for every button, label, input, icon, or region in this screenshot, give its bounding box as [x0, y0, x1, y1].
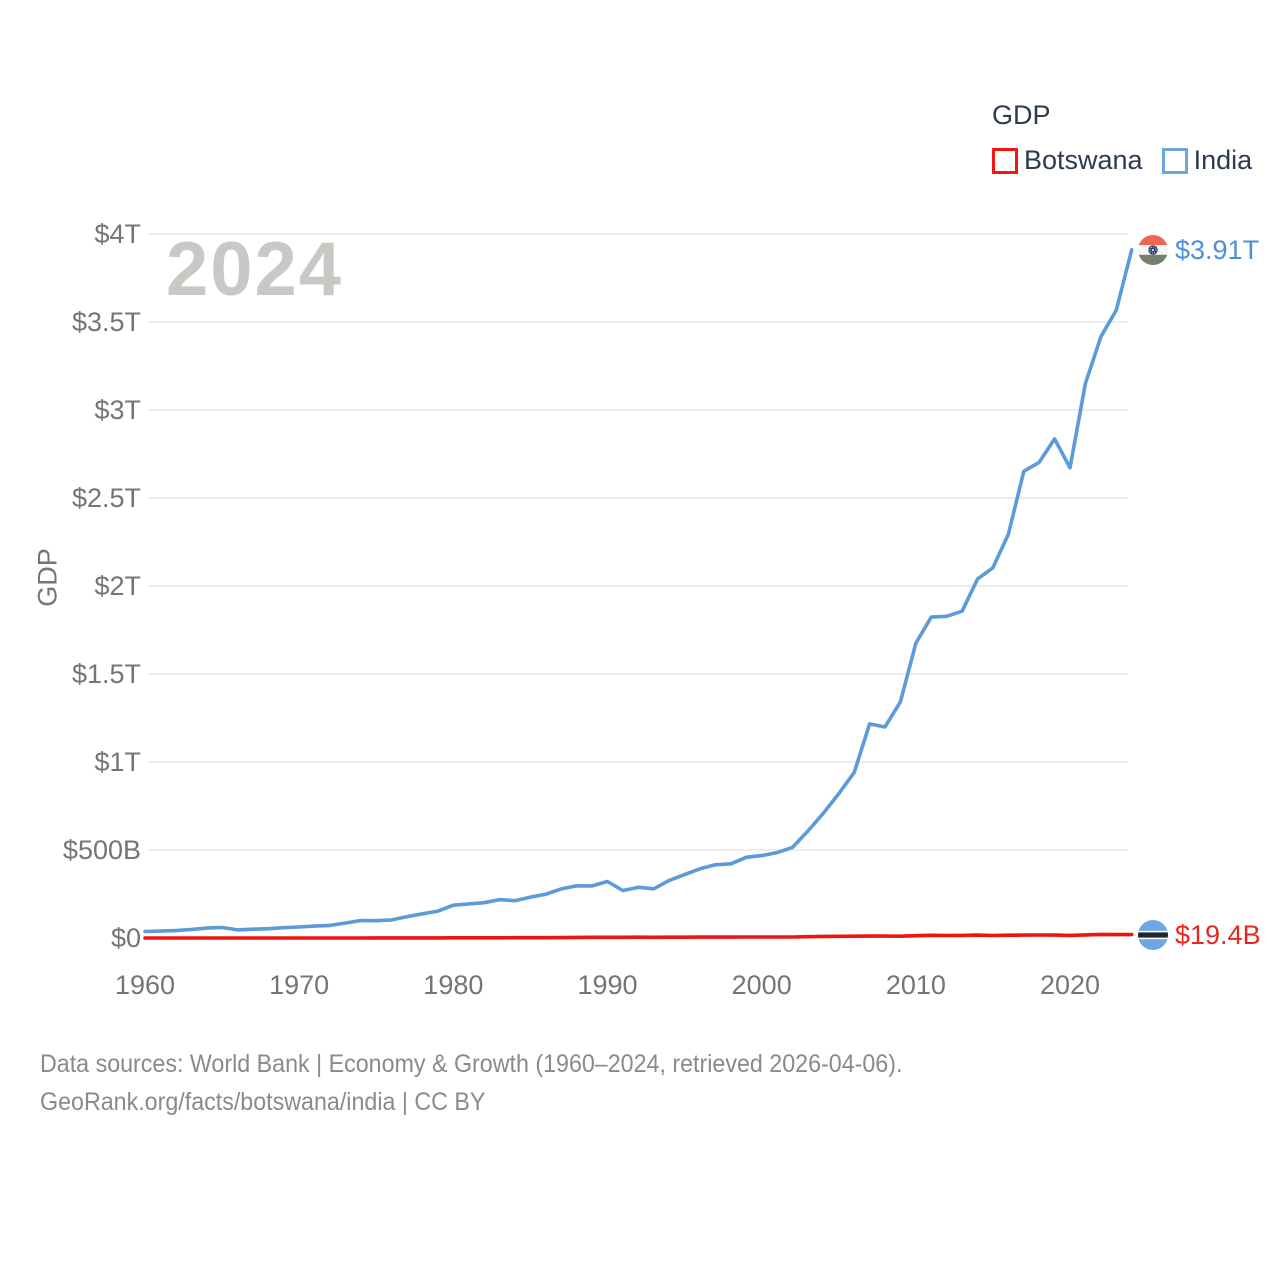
y-tick-label: $2T [94, 571, 141, 601]
y-tick-label: $4T [94, 219, 141, 249]
india-swatch-icon [1161, 147, 1188, 174]
legend-item-india[interactable]: India [1161, 145, 1253, 176]
y-tick-label: $3.5T [71, 307, 141, 337]
india-end-value: $3.91T [1175, 234, 1260, 265]
y-tick-label: $2.5T [71, 483, 141, 513]
y-tick-label: $1.5T [71, 659, 141, 689]
x-tick-label: 1980 [423, 970, 484, 1000]
y-tick-label: $500B [62, 835, 141, 865]
y-tick-label: $3T [94, 395, 141, 425]
botswana-swatch-icon [992, 147, 1018, 174]
footer-data-sources: Data sources: World Bank | Economy & Gro… [40, 1050, 903, 1078]
x-tick-label: 1970 [269, 970, 330, 1000]
watermark-year: 2024 [166, 227, 344, 312]
legend-label-botswana: Botswana [1024, 145, 1143, 175]
legend-items: Botswana India [992, 145, 1252, 176]
footer-site-link: GeoRank.org/facts/botswana/india | CC BY [40, 1088, 486, 1116]
x-tick-label: 2010 [885, 970, 946, 1000]
botswana-flag-icon [1138, 920, 1168, 951]
legend-title: GDP [992, 100, 1051, 130]
footer: Data sources: World Bank | Economy & Gro… [40, 1045, 902, 1121]
x-tick-label: 2020 [1039, 970, 1101, 1000]
botswana-end-label: $19.4B [1138, 920, 1261, 951]
legend: GDP Botswana India [992, 100, 1252, 176]
y-tick-label: $1T [94, 747, 141, 777]
india-end-label: $3.91T [1138, 235, 1259, 266]
x-tick-label: 1990 [577, 970, 638, 1000]
legend-item-botswana[interactable]: Botswana [992, 145, 1143, 176]
x-tick-label: 2000 [731, 970, 792, 1000]
y-tick-label: $0 [110, 923, 141, 953]
botswana-end-value: $19.4B [1175, 919, 1261, 950]
india-flag-icon [1138, 235, 1168, 266]
x-tick-label: 1960 [114, 970, 176, 1000]
legend-label-india: India [1193, 145, 1253, 175]
